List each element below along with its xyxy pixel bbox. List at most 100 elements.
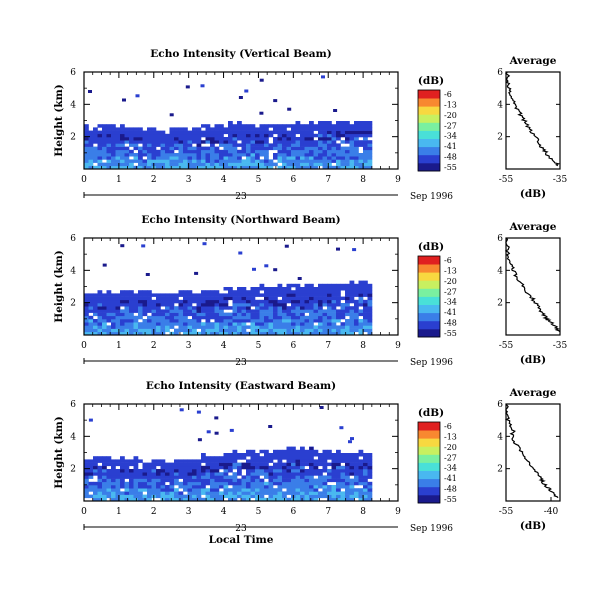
heatmap-cell (318, 472, 323, 476)
heatmap-cell (84, 472, 89, 476)
y-tick-label: 2 (70, 465, 76, 475)
heatmap-cell (336, 165, 341, 170)
heatmap-cell (219, 127, 224, 131)
heatmap-cell (363, 462, 368, 467)
heatmap-cell (142, 472, 148, 476)
heatmap-cell (106, 140, 112, 144)
heatmap-cell (286, 475, 292, 479)
heatmap-cell (219, 137, 224, 141)
heatmap-cell (219, 130, 224, 135)
heatmap-cell (340, 296, 346, 301)
heatmap-cell (174, 328, 179, 333)
heatmap-cell (313, 127, 319, 131)
heatmap-cell (178, 462, 184, 467)
heatmap-cell (93, 306, 98, 310)
heatmap-cell (151, 491, 157, 495)
colorbar-segment (418, 430, 440, 439)
heatmap-cell (196, 459, 202, 463)
heatmap-cell (277, 475, 283, 479)
heatmap-cell (219, 153, 224, 157)
heatmap-cell (367, 491, 373, 495)
heatmap-cell (241, 331, 247, 336)
heatmap-cell (336, 133, 341, 138)
heatmap-cell (327, 283, 332, 288)
heatmap-cell (268, 465, 274, 470)
heatmap-cell (88, 462, 94, 467)
heatmap-cell (250, 491, 256, 495)
heatmap-cell (246, 478, 251, 483)
heatmap-cell (133, 315, 139, 320)
heatmap-cell (282, 146, 287, 151)
heatmap-cell (300, 299, 305, 304)
heatmap-cell (88, 153, 94, 157)
heatmap-cell (300, 306, 305, 310)
heatmap-cell (358, 475, 364, 479)
heatmap-cell (183, 153, 188, 157)
heatmap-cell (277, 449, 283, 454)
colorbar-tick-label: -6 (444, 90, 452, 99)
heatmap-cell (129, 469, 134, 473)
heatmap-cell (102, 481, 107, 486)
heatmap-cell (309, 497, 314, 502)
heatmap-cell (291, 153, 296, 157)
heatmap-cell (354, 475, 359, 479)
average-profile-line (505, 71, 561, 167)
x-tick-label: 9 (395, 341, 401, 351)
heatmap-cell (250, 153, 256, 157)
heatmap-cell (201, 475, 206, 479)
heatmap-cell (111, 159, 116, 163)
heatmap-cell (237, 165, 242, 170)
heatmap-cell (363, 287, 368, 291)
heatmap-cell (165, 137, 170, 141)
heatmap-cell (255, 325, 260, 329)
heatmap-cell (129, 328, 134, 333)
heatmap-cell (178, 165, 184, 170)
heatmap-cell (205, 146, 211, 151)
heatmap-cell (367, 162, 373, 167)
heatmap-cell (268, 143, 274, 147)
colorbar-segment (418, 296, 440, 305)
heatmap-cell (331, 293, 337, 297)
heatmap-cell (106, 481, 112, 486)
heatmap-cell (147, 315, 152, 320)
heatmap-cell (340, 475, 346, 479)
heatmap-cell (111, 469, 116, 473)
heatmap-cell (124, 325, 130, 329)
heatmap-cell (273, 494, 278, 499)
heatmap-cell (102, 475, 107, 479)
heatmap-cell (196, 146, 202, 151)
heatmap-cell (327, 159, 332, 163)
heatmap-cell (93, 127, 98, 131)
heatmap-cell (232, 162, 238, 167)
heatmap-cell (133, 296, 139, 301)
heatmap-cell (358, 469, 364, 473)
heatmap-cell (223, 153, 229, 157)
heatmap-cell (93, 488, 98, 492)
heatmap-cell (327, 133, 332, 138)
heatmap-cell (259, 299, 265, 304)
heatmap-cell (354, 472, 359, 476)
heatmap-cell (187, 465, 193, 470)
heatmap-cell (309, 165, 314, 170)
heatmap-cell (178, 143, 184, 147)
heatmap-cell (192, 472, 197, 476)
heatmap-cell (223, 162, 229, 167)
heatmap-cell (214, 465, 220, 470)
x-tick-label: -35 (553, 341, 568, 351)
heatmap-cell (367, 465, 373, 470)
heatmap-cell (331, 149, 337, 154)
heatmap-cell (313, 146, 319, 151)
heatmap-cell (142, 296, 148, 301)
heatmap-cell (264, 130, 269, 135)
heatmap-cell (309, 459, 314, 463)
heatmap-cell (349, 162, 355, 167)
heatmap-cell (354, 306, 359, 310)
heatmap-cell (318, 456, 323, 460)
heatmap-cell (174, 153, 179, 157)
heatmap-cell (169, 143, 175, 147)
heatmap-cell (331, 475, 337, 479)
x-axis-label: (dB) (520, 520, 546, 532)
heatmap-cell (178, 469, 184, 473)
heatmap-cell (210, 149, 215, 154)
heatmap-cell (336, 137, 341, 141)
